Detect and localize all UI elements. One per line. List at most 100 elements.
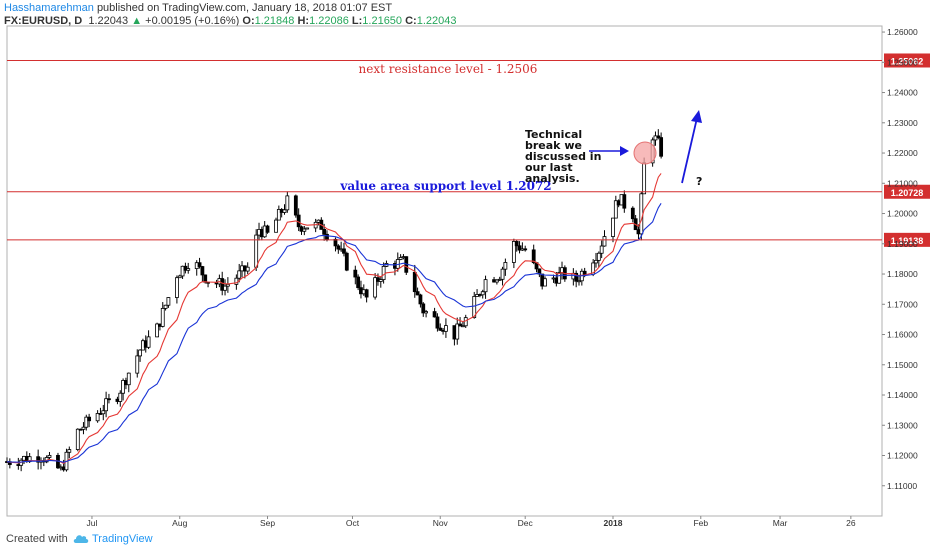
candle-body [574,272,579,282]
analysis-note-line: break we [525,139,582,152]
moving-averages [6,173,662,465]
x-tick-label: Nov [433,518,449,528]
candle-body [197,262,202,267]
open-value: 1.21848 [254,15,295,27]
candle-body [523,248,528,251]
candle-body [220,278,225,291]
candle-body [557,272,562,284]
footer-bar: Created with TradingView [0,529,932,550]
breakout-highlight-circle[interactable] [633,141,657,165]
candle-body [613,200,618,219]
candle-body [418,294,423,305]
low-value: 1.21650 [362,15,403,27]
candle-body [435,316,440,329]
candle-body [472,296,477,319]
analysis-note-line: Technical [525,128,582,141]
candle-body [121,380,126,394]
candle-body [461,325,465,328]
candle-body [517,245,522,251]
pointer-arrow-head-icon [620,146,629,156]
candle-body [596,252,601,261]
created-with-label: Created with [6,533,68,545]
open-label: O: [242,15,255,27]
analysis-note-line: discussed in [525,150,601,163]
candle-body [237,270,242,279]
candle-body [87,416,92,422]
candle-body [84,416,89,428]
candle-body [483,279,488,293]
candle-body [200,266,205,276]
candle-body [177,275,182,279]
candle-body [398,257,403,260]
tradingview-link[interactable]: TradingView [92,533,153,545]
candle-body [480,291,485,296]
candle-body [659,137,664,157]
x-tick-label: Feb [693,518,708,528]
change-arrow-icon: ▲ [131,15,143,27]
candle-body [36,456,41,463]
tradingview-cloud-icon[interactable] [72,532,90,545]
candlestick-series [5,129,664,472]
x-tick-label: Dec [518,518,534,528]
projection-arrow-head-icon [691,110,702,123]
y-tick-label: 1.14000 [887,390,918,400]
y-tick-label: 1.13000 [887,420,918,430]
x-tick-label: Mar [773,518,788,528]
candle-body [378,279,383,282]
level-price-tag [884,232,930,247]
x-tick-label: 2018 [604,518,623,528]
candle-body [421,303,426,314]
candle-body [155,323,159,338]
candle-body [81,426,86,430]
price-chart[interactable]: 1.25062 1.20728 1.19138 1.26000 1.25000 1.24… [0,0,932,529]
candle-body [656,135,661,138]
candle-body [95,413,100,422]
candle-body [47,454,52,458]
high-value: 1.22086 [309,15,349,27]
projection-arrow-shaft[interactable] [681,117,698,184]
price-change: +0.00195 (+0.16%) [145,15,240,27]
chart-header-publisher: Hasshamarehman published on TradingView.… [4,2,392,14]
candle-body [511,241,516,263]
candle-body [175,277,179,298]
candle-body [356,276,361,289]
y-tick-label: 1.25000 [887,57,918,67]
candle-body [594,259,598,264]
candle-body [166,297,171,306]
candle-body [118,392,123,402]
y-tick-label: 1.12000 [887,451,918,461]
y-tick-label: 1.19000 [887,239,918,249]
level-price-tag-label: 1.19138 [891,236,924,246]
candle-body [364,289,369,298]
candle-body [611,217,615,237]
candle-body [282,209,287,213]
candle-body [302,228,307,232]
price-axis[interactable]: 1.26000 1.25000 1.24000 1.23000 1.22000 1.210… [882,27,918,491]
candle-body [203,274,208,283]
candle-body [296,214,301,228]
y-tick-label: 1.11000 [887,481,917,491]
question-mark-label: ? [696,175,702,188]
time-axis[interactable]: Jul Aug Sep Oct Nov Dec 2018 Feb Mar 26 [87,516,856,528]
candle-body [163,304,168,309]
candle-body [160,308,165,327]
candle-body [577,280,581,283]
level-price-tag-label: 1.20728 [891,188,924,198]
candle-body [438,327,443,331]
candle-body [101,410,106,415]
candle-body [342,248,346,254]
horizontal-levels[interactable]: 1.25062 1.20728 1.19138 [7,53,930,247]
candle-body [285,195,290,211]
candle-body [353,269,358,278]
candle-body [642,162,647,195]
drawings[interactable]: next resistance level - 1.2506 value are… [339,62,702,193]
candle-body [274,219,278,233]
author-link[interactable]: Hasshamarehman [4,2,94,14]
candle-body [432,311,437,318]
analysis-note-line: our last [525,161,573,174]
level-price-tag [884,184,930,199]
candle-body [444,325,448,332]
candle-body [276,209,281,221]
candle-body [424,311,428,314]
